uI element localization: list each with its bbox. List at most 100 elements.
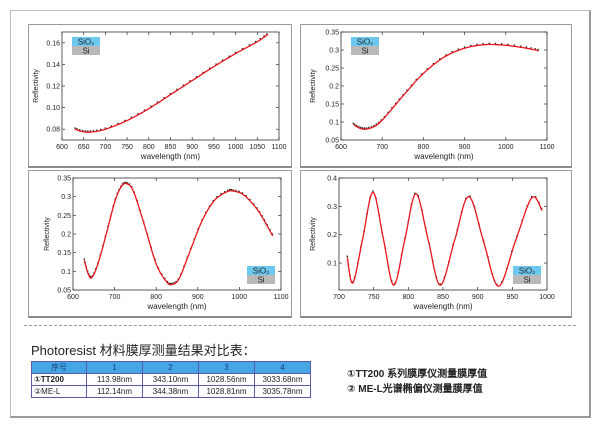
y-tick-label: 0.25 [57,213,71,220]
x-tick-label: 900 [192,294,204,301]
x-tick-label: 750 [121,144,133,151]
measured-marker [130,116,133,119]
measured-marker [395,102,397,104]
chart-1: 600 650 700 750 800 850 900 950 1000 1050 1100 0.08… [33,31,287,161]
legend-si-label: Si [361,47,368,56]
x-tick-label: 600 [56,144,68,151]
chart-panel-3: 600 700 800 900 1000 1100 0.05 0.1 0.15 0.2 0.25 0.… [28,170,292,318]
measured-marker [124,181,127,184]
measured-marker [164,277,166,280]
x-tick-label: 850 [165,144,177,151]
x-tick-label: 600 [67,294,79,301]
table-cell: 112.14nm [86,385,143,398]
y-tick-label: 0.35 [57,176,71,183]
fit-line [353,43,539,130]
measured-marker [383,116,386,118]
y-tick-label: 0.08 [46,127,60,134]
x-tick-label: 900 [186,144,198,151]
y-tick-label: 0.10 [46,105,60,112]
table-header-row: 序号 1 2 3 4 [31,361,311,374]
measured-marker [488,42,491,45]
measured-marker [248,44,251,46]
measured-marker [171,282,173,284]
legend-si-layer [72,46,100,55]
measured-marker [530,47,532,49]
chart-panel-2: 600 700 800 900 1000 1100 0.05 0.1 0.15 0.2 0.25 0.… [300,24,572,168]
measured-marker [238,190,240,193]
legend-sio2-layer [247,266,275,275]
measured-marker [215,63,217,65]
measured-marker [176,88,178,91]
x-tick-label: 1100 [273,294,288,301]
measured-marker [387,111,389,114]
measured-marker [228,188,231,191]
x-tick-label: 850 [437,294,449,301]
measured-marker [426,68,428,70]
measured-marker [406,89,408,91]
measured-marker [245,195,247,197]
legend-sio2-label: SiO₂ [78,38,94,47]
measured-marker [445,54,447,56]
measured-marker [375,123,378,125]
header-cell: 3 [198,361,255,374]
y-tick-label: 0.1 [61,269,71,276]
table-cell: 3035.78nm [254,385,311,398]
row-label: ②ME-L [31,385,87,398]
measured-marker [208,67,211,69]
y-tick-label: 0.35 [325,30,339,37]
measured-marker [241,192,244,194]
measured-marker [143,109,146,111]
measured-marker [227,189,229,192]
measured-marker [123,181,125,184]
x-tick-label: 950 [506,294,518,301]
chart-4: 700 750 800 850 900 950 1000 0.1 0.2 0.3 0.4 wavele… [310,176,555,312]
measured-marker [84,130,87,132]
measured-marker [380,119,382,121]
legend-si-layer [513,275,541,284]
y-tick-label: 0.15 [325,102,339,109]
measured-marker [169,92,172,95]
table-row: ②ME-L 112.14nm 344.38nm 1028.81nm 3035.7… [31,385,311,398]
measured-marker [82,129,84,132]
chart-2: 600 700 800 900 1000 1100 0.05 0.1 0.15 0.2 0.25 0.… [310,30,555,162]
measured-marker [202,71,204,74]
x-tick-label: 700 [109,294,121,301]
measured-marker [228,55,230,57]
measured-marker [513,44,516,46]
header-cell: 序号 [31,361,87,374]
measured-marker [224,191,226,193]
measured-marker [363,127,366,129]
measured-marker [457,48,460,50]
measured-marker [415,78,418,81]
y-tick-label: 0.14 [46,62,60,69]
x-tick-label: 1100 [271,144,286,151]
y-tick-label: 0.2 [329,84,339,91]
x-tick-label: 750 [368,294,380,301]
y-axis-label: Reflectivity [33,69,40,103]
header-cell: 1 [86,361,143,374]
legend-sio2-layer [351,37,379,46]
x-axis-label: wavelength (nm) [413,152,473,161]
x-axis-label: wavelength (nm) [140,152,200,161]
measured-marker [520,45,522,47]
measured-marker [163,97,165,99]
measured-marker [230,188,232,191]
y-tick-label: 0.05 [57,288,71,295]
note-me-l: ② ME-L光谱椭偏仪测量膜厚值 [347,384,483,395]
fit-line [74,33,269,133]
measured-marker [420,73,423,75]
x-tick-label: 600 [335,144,347,151]
measured-marker [370,126,373,128]
measured-marker [124,119,126,122]
measured-marker [500,43,503,45]
measured-marker [100,128,102,131]
measured-marker [76,128,78,130]
measured-marker [173,282,175,284]
x-tick-label: 1050 [250,144,266,151]
chart-3: 600 700 800 900 1000 1100 0.05 0.1 0.15 0.2 0.25 0.… [44,176,289,312]
measured-marker [212,200,214,202]
measured-marker [463,46,466,48]
measured-marker [241,48,244,50]
table-row: ①TT200 113.98nm 343.10nm 1028.56nm 3033.… [31,373,311,386]
measured-marker [507,43,509,46]
